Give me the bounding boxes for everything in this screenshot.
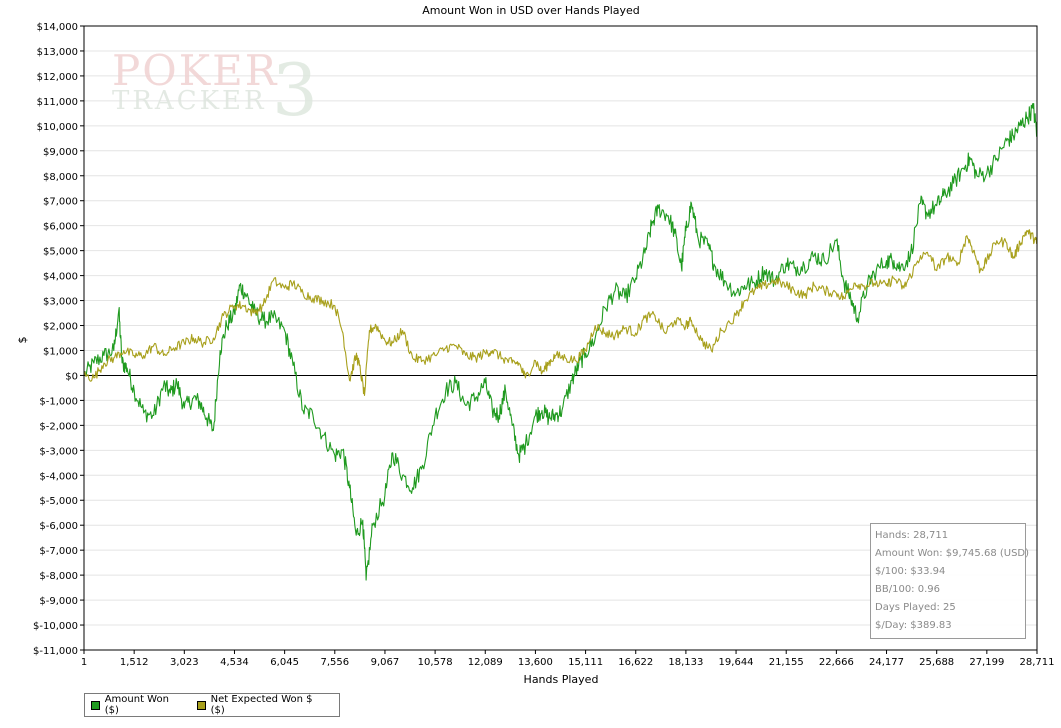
y-tick-label: $6,000: [43, 222, 78, 233]
legend-label-amount-won: Amount Won ($): [104, 694, 169, 716]
y-tick-label: $-8,000: [39, 571, 78, 582]
y-tick-label: $-1,000: [39, 396, 78, 407]
x-tick-label: 22,666: [819, 657, 854, 668]
x-tick-label: 1: [81, 657, 87, 668]
y-tick-label: $-11,000: [33, 646, 78, 657]
logo-line-1: POKER: [112, 46, 279, 95]
x-tick-label: 21,155: [769, 657, 804, 668]
plot-area-border: [83, 25, 1038, 651]
y-tick-label: $3,000: [43, 297, 78, 308]
y-tick-label: $10,000: [37, 122, 78, 133]
y-tick-label: $-10,000: [33, 621, 78, 632]
legend-item-net-expected-won[interactable]: Net Expected Won $ ($): [196, 694, 325, 716]
x-tick-label: 13,600: [518, 657, 553, 668]
y-tick-label: $0: [65, 371, 78, 382]
y-tick-label: $7,000: [43, 197, 78, 208]
x-tick-label: 27,199: [969, 657, 1004, 668]
series-layer: [83, 103, 1038, 581]
y-tick-label: $5,000: [43, 247, 78, 258]
logo-line-2: TRACKER: [112, 86, 267, 116]
legend-label-net-expected-won: Net Expected Won $ ($): [210, 694, 313, 716]
x-tick-label: 1,512: [120, 657, 149, 668]
legend-swatch-amount-won: [91, 700, 100, 710]
y-tick-label: $2,000: [43, 322, 78, 333]
y-tick-label: $-5,000: [39, 496, 78, 507]
x-tick-label: 25,688: [919, 657, 954, 668]
x-tick-label: 7,556: [320, 657, 349, 668]
x-tick-label: 16,622: [618, 657, 653, 668]
x-tick-label: 24,177: [869, 657, 904, 668]
legend: Amount Won ($) Net Expected Won $ ($): [84, 693, 340, 717]
stats-amount-won: Amount Won: $9,745.68 (USD): [875, 548, 1030, 559]
y-axis-label: $: [16, 337, 29, 344]
x-tick-label: 4,534: [220, 657, 249, 668]
stats-hands: Hands: 28,711: [875, 530, 949, 541]
y-tick-label: $4,000: [43, 272, 78, 283]
logo-digit: 3: [272, 48, 318, 132]
x-tick-label: 18,133: [668, 657, 703, 668]
stats-dollars-per-day: $/Day: $389.83: [875, 620, 952, 631]
x-tick-label: 15,111: [568, 657, 603, 668]
y-tick-label: $-4,000: [39, 471, 78, 482]
y-tick-label: $-3,000: [39, 446, 78, 457]
y-tick-label: $-7,000: [39, 546, 78, 557]
series-line-amount-won: [83, 103, 1038, 581]
stats-dollars-per-100: $/100: $33.94: [875, 566, 946, 577]
y-tick-label: $9,000: [43, 147, 78, 158]
x-tick-label: 10,578: [418, 657, 453, 668]
y-tick-label: $-9,000: [39, 596, 78, 607]
x-axis-label: Hands Played: [524, 673, 599, 686]
x-axis: 1 1,512 3,023 4,534 6,045 7,556 9,067 10,578 12,…: [81, 650, 1055, 668]
y-tick-label: $1,000: [43, 346, 78, 357]
y-tick-label: $11,000: [37, 97, 78, 108]
series-line-net-expected-won: [83, 229, 1038, 396]
y-tick-label: $12,000: [37, 72, 78, 83]
y-axis: $14,000 $13,000 $12,000 $11,000 $10,000 $9,00…: [33, 22, 84, 657]
y-tick-label: $8,000: [43, 172, 78, 183]
y-tick-label: $-6,000: [39, 521, 78, 532]
chart-title: Amount Won in USD over Hands Played: [422, 4, 640, 17]
pokertracker-logo-watermark: 3 POKER TRACKER: [112, 46, 332, 132]
y-tick-label: $13,000: [37, 47, 78, 58]
x-tick-label: 19,644: [719, 657, 754, 668]
legend-swatch-net-expected-won: [196, 700, 206, 710]
y-tick-label: $-2,000: [39, 421, 78, 432]
x-tick-label: 12,089: [468, 657, 503, 668]
x-tick-label: 28,711: [1020, 657, 1055, 668]
x-tick-label: 3,023: [170, 657, 199, 668]
stats-days-played: Days Played: 25: [875, 602, 956, 613]
stats-bb-per-100: BB/100: 0.96: [875, 584, 940, 595]
x-tick-label: 9,067: [371, 657, 400, 668]
legend-item-amount-won[interactable]: Amount Won ($): [91, 694, 183, 716]
x-tick-label: 6,045: [270, 657, 299, 668]
y-tick-label: $14,000: [37, 22, 78, 33]
stats-box: Hands: 28,711 Amount Won: $9,745.68 (USD…: [870, 523, 1030, 639]
